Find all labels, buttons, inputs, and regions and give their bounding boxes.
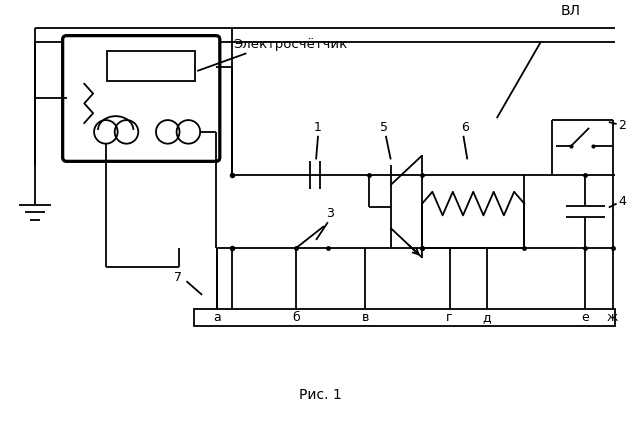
Text: 1: 1 [314,121,322,134]
Text: 6: 6 [461,121,469,134]
Text: 4: 4 [619,195,627,208]
Text: е: е [581,311,589,324]
Text: ВЛ: ВЛ [561,4,580,18]
Text: а: а [213,311,221,324]
Text: ж: ж [607,311,618,324]
Text: б: б [292,311,300,324]
Text: д: д [483,311,492,324]
Text: Электросчётчик: Электросчётчик [234,38,348,51]
Text: 2: 2 [619,120,627,132]
FancyBboxPatch shape [63,36,220,162]
Text: Рис. 1: Рис. 1 [299,388,341,402]
Text: 7: 7 [173,271,182,284]
Text: г: г [446,311,453,324]
Text: в: в [362,311,369,324]
Bar [107,51,195,81]
Bar [195,309,614,326]
Text: 5: 5 [380,121,388,134]
Text: 3: 3 [326,207,333,220]
